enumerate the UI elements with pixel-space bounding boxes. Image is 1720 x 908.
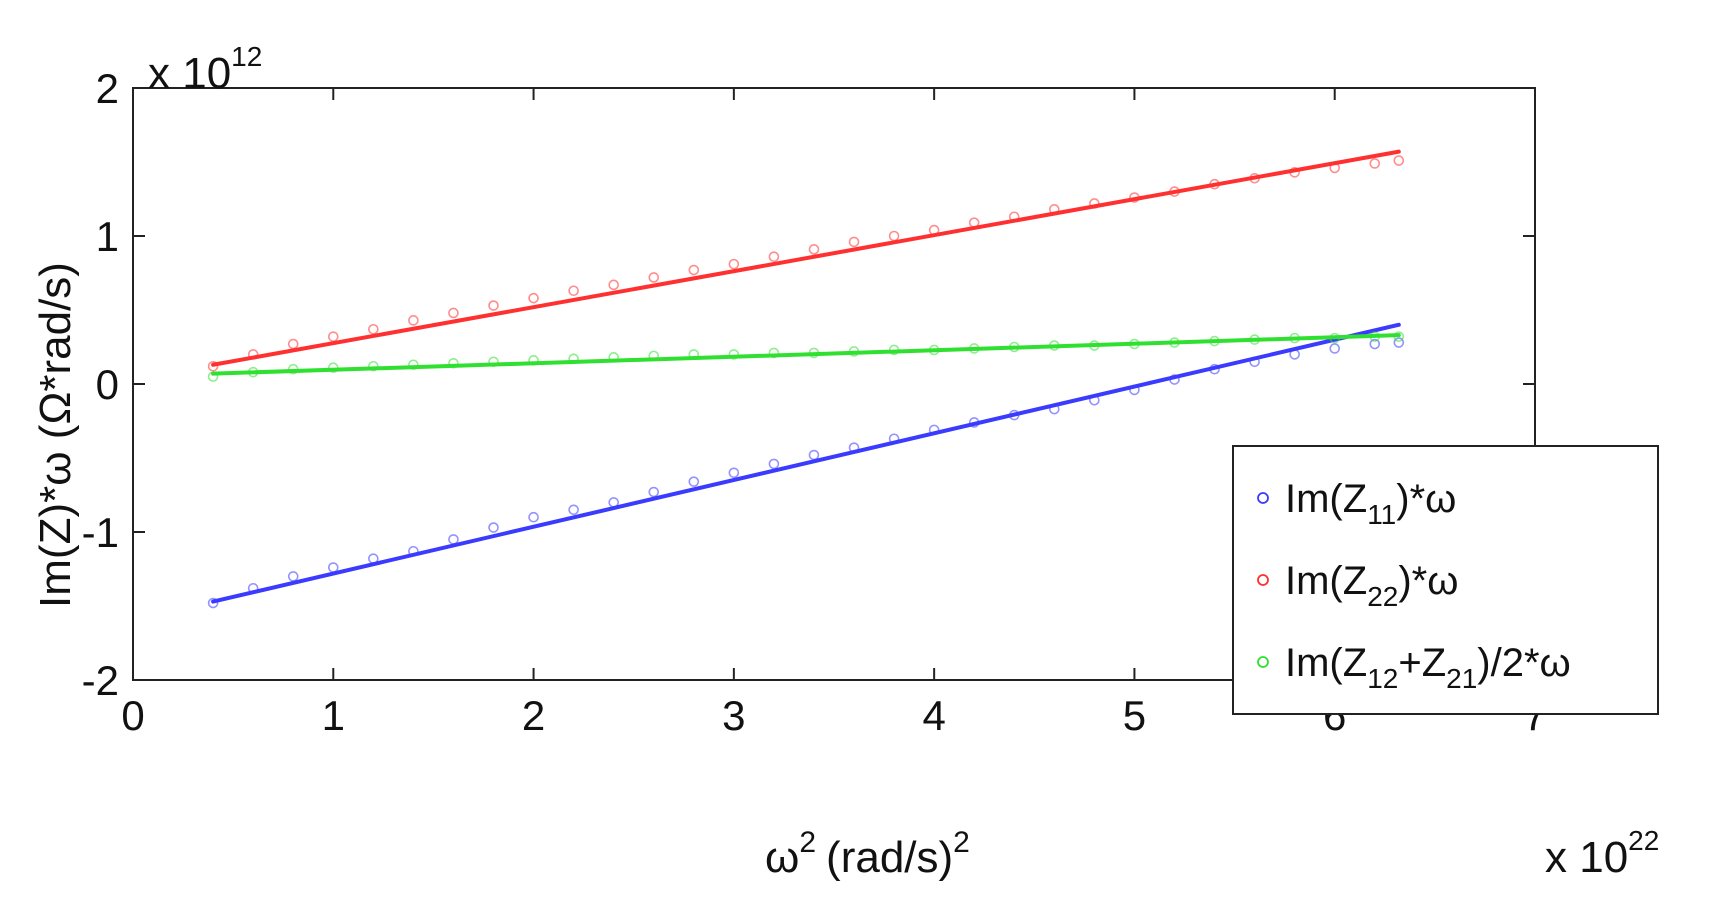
data-point	[648, 272, 660, 283]
x-tick-label: 4	[922, 692, 945, 739]
data-point	[488, 300, 499, 311]
x-tick-label: 5	[1123, 692, 1146, 739]
fit-line	[211, 322, 1401, 604]
data-point	[848, 236, 860, 248]
legend-marker	[1257, 492, 1269, 504]
data-point	[808, 244, 820, 255]
data-point	[648, 486, 660, 498]
series-1	[207, 322, 1405, 609]
legend: Im(Z11)*ω Im(Z22)*ω Im(Z12+Z21)/2*ω	[1232, 445, 1659, 715]
data-point	[688, 264, 700, 276]
data-point	[448, 307, 459, 319]
data-point	[1369, 158, 1381, 169]
x-tick-label: 2	[522, 692, 545, 739]
data-point	[568, 285, 579, 297]
data-point	[688, 476, 700, 487]
fit-line	[211, 149, 1401, 367]
series-2	[207, 149, 1405, 372]
y-tick-label: 2	[96, 65, 119, 112]
fit-line	[211, 333, 1401, 376]
data-point	[768, 251, 780, 263]
data-point	[408, 359, 419, 371]
x-tick-label: 3	[722, 692, 745, 739]
data-point	[728, 467, 740, 479]
y-tick-label: -1	[82, 509, 119, 556]
data-point	[728, 258, 740, 270]
x-tick-label: 1	[322, 692, 345, 739]
data-point	[1393, 155, 1405, 166]
x-tick-label: 0	[121, 692, 144, 739]
data-point	[488, 522, 499, 533]
data-point	[528, 292, 539, 304]
y-tick-label: -2	[82, 657, 119, 704]
y-axis-label: Im(Z)*ω (Ω*rad/s)	[31, 262, 80, 608]
x-axis-multiplier: x 1022	[1545, 825, 1659, 882]
data-point	[207, 597, 219, 609]
data-point	[368, 323, 379, 335]
data-layer	[207, 149, 1405, 609]
y-axis-multiplier: x 1012	[148, 41, 262, 98]
y-tick-label: 1	[96, 213, 119, 260]
legend-marker	[1257, 656, 1269, 668]
data-point	[408, 315, 419, 326]
data-point	[368, 360, 379, 372]
legend-entry: Im(Z12+Z21)/2*ω	[1285, 641, 1571, 694]
legend-marker	[1257, 574, 1269, 586]
data-point	[528, 511, 539, 523]
data-point	[568, 504, 579, 516]
x-axis-label: ω2 (rad/s)2	[765, 826, 970, 882]
data-point	[207, 360, 219, 372]
legend-entry: Im(Z22)*ω	[1285, 559, 1458, 612]
legend-box	[1232, 445, 1659, 715]
y-tick-label: 0	[96, 361, 119, 408]
data-point	[608, 279, 619, 291]
data-point	[1369, 338, 1381, 350]
data-point	[768, 458, 780, 470]
legend-entry: Im(Z11)*ω	[1285, 477, 1456, 530]
axes-layer: 0 1 2 3 4 5 6 7-2-1012	[82, 65, 1547, 739]
series-3	[207, 331, 1405, 382]
data-point	[1329, 343, 1341, 354]
data-point	[728, 349, 740, 360]
data-point	[1393, 337, 1405, 348]
